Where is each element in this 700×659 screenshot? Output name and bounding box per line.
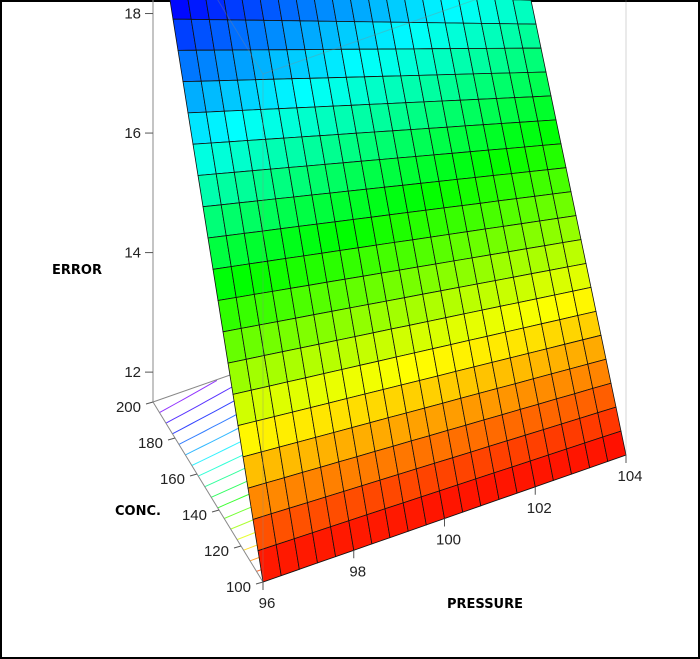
- x-tick-label: 102: [527, 500, 552, 517]
- y-tick-mark: [145, 401, 154, 405]
- y-tick-label: 160: [160, 471, 185, 488]
- y-tick-label: 100: [226, 579, 251, 596]
- y-tick-mark: [211, 509, 220, 513]
- box-edge-front-2: [262, 0, 477, 75]
- box-edge-front-3: [217, 0, 264, 75]
- y-tick-mark: [167, 437, 176, 441]
- surface-facet: [169, 0, 192, 20]
- y-axis-title: CONC.: [115, 504, 161, 519]
- surface-facet: [602, 430, 627, 462]
- y-tick-label: 120: [204, 543, 229, 560]
- x-tick-label: 98: [349, 563, 366, 580]
- y-tick-label: 140: [182, 507, 207, 524]
- z-tick-label: 18: [124, 6, 141, 23]
- y-tick-mark: [255, 581, 264, 585]
- x-tick-label: 100: [436, 532, 461, 549]
- x-tick-label: 96: [259, 595, 276, 612]
- y-tick-label: 180: [138, 435, 163, 452]
- y-tick-label: 200: [116, 399, 141, 416]
- bounding-box-front: [217, 0, 627, 582]
- z-axis-title: ERROR: [52, 263, 102, 278]
- y-tick-mark: [189, 473, 198, 477]
- surface-mesh: [169, 0, 627, 583]
- y-tick-mark: [233, 545, 242, 549]
- z-tick-label: 14: [124, 245, 141, 262]
- box-edge-back-6: [152, 401, 264, 583]
- axis-ticks: 1214161820100120140160180200969810010210…: [116, 6, 643, 612]
- floor-contour-line: [159, 379, 218, 414]
- x-axis-title: PRESSURE: [447, 597, 523, 612]
- x-tick-label: 104: [617, 468, 642, 485]
- z-tick-label: 12: [124, 364, 141, 381]
- z-tick-label: 16: [124, 125, 141, 142]
